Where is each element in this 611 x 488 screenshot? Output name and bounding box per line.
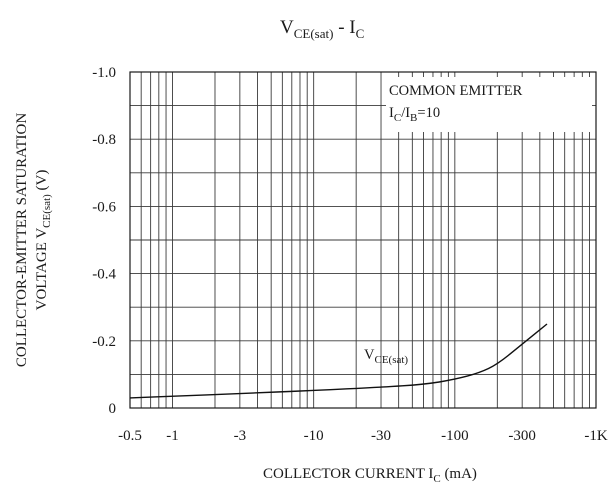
annotation-backdrop [386,77,592,132]
y-gridlines [130,105,596,375]
x-tick-label: -1 [166,428,179,444]
y-axis-label-line1: COLLECTOR-EMITTER SATURATION [14,113,30,367]
x-axis-label: COLLECTOR CURRENT IC (mA) [263,466,477,485]
x-tick-label: -30 [371,428,391,444]
y-tick-label: -0.2 [92,334,116,350]
y-tick-label: -0.6 [92,199,116,215]
y-tick-labels: 0 -0.2 -0.4 -0.6 -0.8 -1.0 [92,65,116,417]
series-label: VCE(sat) [364,347,408,366]
annotation-ic-ib: IC/IB=10 [389,105,440,124]
x-tick-label: -3 [234,428,247,444]
y-tick-label: -1.0 [92,65,116,81]
x-tick-label: -100 [441,428,469,444]
chart-title: VCE(sat) - IC [280,17,364,41]
vce-sat-series-line [129,323,548,399]
y-tick-label: -0.8 [92,132,116,148]
x-tick-label: -1K [584,428,607,444]
y-axis-label-line2: VOLTAGE VCE(sat) (V) [34,170,53,311]
x-tick-label: -10 [304,428,324,444]
y-tick-label: -0.4 [92,267,116,283]
x-tick-label: -0.5 [118,428,142,444]
y-tick-label: 0 [109,401,117,417]
x-tick-labels: -0.5 -1 -3 -10 -30 -100 -300 -1K [118,428,608,444]
x-tick-label: -300 [508,428,536,444]
annotation-common-emitter: COMMON EMITTER [389,83,523,99]
plot-frame [129,71,597,409]
